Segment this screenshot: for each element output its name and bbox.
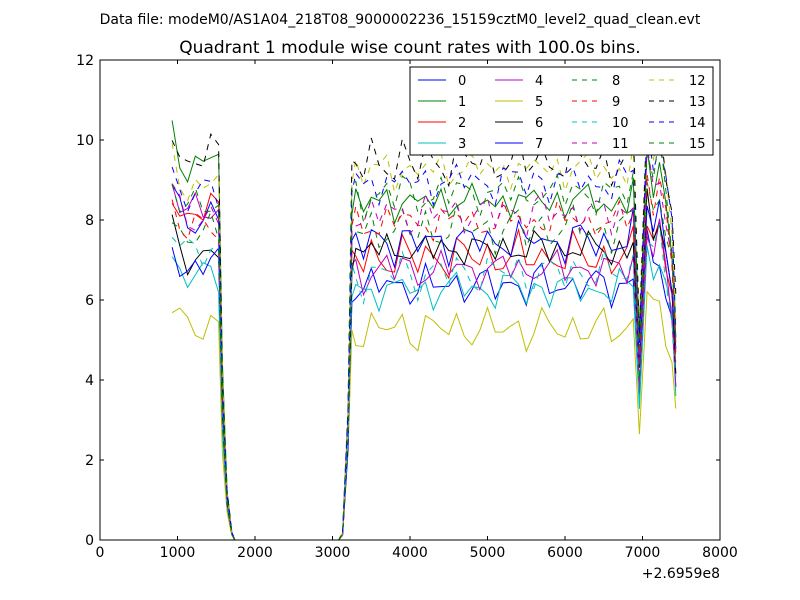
y-tick-label: 8 [85,213,94,229]
legend-entry-11: 11 [572,137,629,152]
chart-title: Quadrant 1 module wise count rates with … [179,38,640,58]
series-line-15 [171,133,677,540]
legend-label: 13 [689,95,706,110]
legend-entry-0: 0 [418,74,466,89]
series-line-0 [171,184,677,540]
x-tick-label: 5000 [470,545,506,561]
series-line-10 [171,224,677,540]
x-tick-label: 7000 [625,545,661,561]
ticks-layer: 0 1000 2000 3000 4000 5000 6000 7000 80000246810… [76,53,738,561]
y-tick-label: 6 [85,293,94,309]
series-line-3 [171,245,677,540]
x-tick-label: 2000 [237,545,273,561]
x-tick-label: 0 [96,545,105,561]
legend-frame [409,66,714,156]
x-tick-label: 4000 [392,545,428,561]
series-line-2 [171,192,677,540]
x-tick-label: 8000 [702,545,738,561]
legend-label: 10 [612,116,629,131]
series-line-7 [171,199,677,540]
legend-label: 0 [458,74,466,89]
legend-entry-6: 6 [495,116,543,131]
x-tick-label: 3000 [315,545,351,561]
series-line-12 [171,110,677,540]
legend-label: 9 [612,95,620,110]
y-tick-label: 4 [85,373,94,389]
legend-entry-9: 9 [572,95,620,110]
legend-entry-10: 10 [572,116,629,131]
legend-entry-8: 8 [572,74,620,89]
y-tick-label: 12 [76,53,94,69]
series-line-13 [171,110,677,540]
legend-label: 7 [535,137,543,152]
legend-label: 6 [535,116,543,131]
series-line-9 [171,174,677,540]
legend-entry-12: 12 [649,74,706,89]
legend-label: 15 [689,137,706,152]
suptitle: Data file: modeM0/AS1A04_218T08_90000022… [100,12,701,28]
y-tick-label: 10 [76,133,94,149]
legend-label: 4 [535,74,543,89]
legend-label: 2 [458,116,466,131]
x-offset-label: +2.6959e8 [642,566,720,582]
legend-entry-2: 2 [418,116,466,131]
y-tick-label: 2 [85,453,94,469]
series-layer [171,110,677,540]
legend-entry-1: 1 [418,95,466,110]
legend-entry-7: 7 [495,137,543,152]
series-line-11 [171,145,677,540]
legend-label: 8 [612,74,620,89]
series-line-5 [171,290,677,540]
y-tick-label: 0 [85,533,94,549]
series-line-1 [171,120,677,540]
legend-label: 12 [689,74,706,89]
legend-entry-15: 15 [649,137,706,152]
legend-entry-5: 5 [495,95,543,110]
legend-entry-3: 3 [418,137,466,152]
legend-label: 1 [458,95,466,110]
axes-frame [99,59,721,541]
legend-label: 14 [689,116,706,131]
x-tick-label: 1000 [160,545,196,561]
legend-label: 3 [458,137,466,152]
legend-entry-4: 4 [495,74,543,89]
legend-entry-14: 14 [649,116,706,131]
legend-entry-13: 13 [649,95,706,110]
legend-label: 5 [535,95,543,110]
x-tick-label: 6000 [547,545,583,561]
legend-label: 11 [612,137,629,152]
